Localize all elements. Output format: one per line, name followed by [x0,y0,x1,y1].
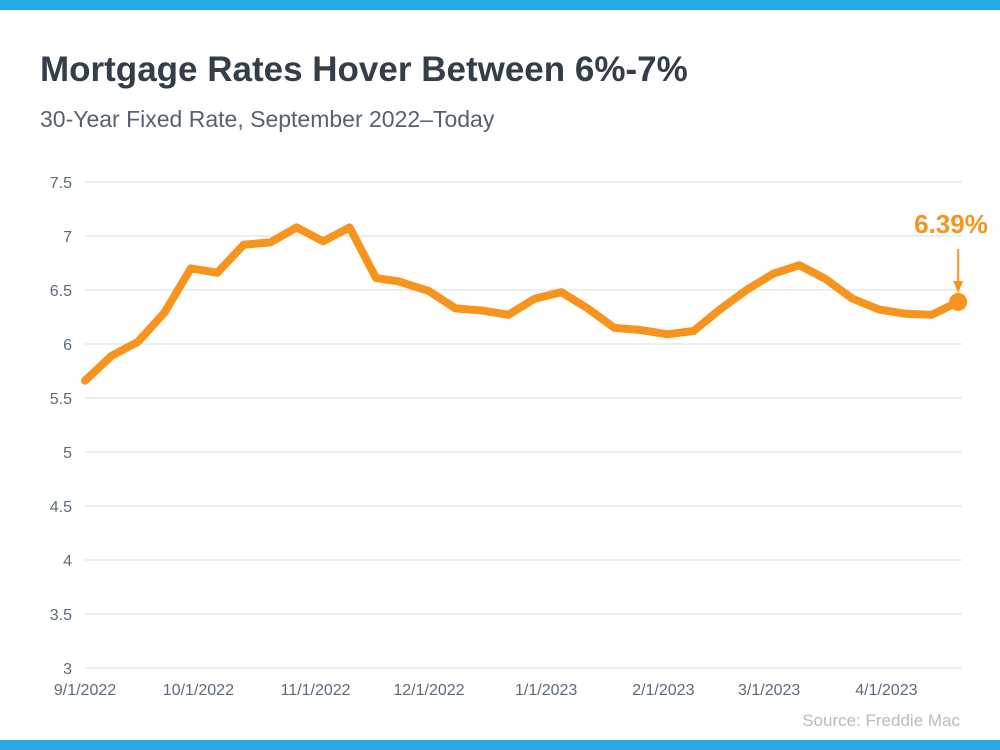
top-accent-bar [0,0,1000,10]
y-tick-label: 7.5 [50,175,72,192]
rate-annotation-label: 6.39% [914,209,988,239]
x-axis-labels: 9/1/2022 10/1/2022 11/1/2022 12/1/2022 1/1/2… [54,682,918,699]
y-tick-label: 7 [63,229,72,246]
x-tick-label: 4/1/2023 [855,682,917,699]
y-tick-label: 3 [63,661,72,678]
annotation-arrowhead [953,281,964,293]
gridlines [85,181,962,669]
source-label: Source: Freddie Mac [802,711,960,730]
x-tick-label: 11/1/2022 [281,682,351,699]
annotation-group: 6.39% [914,209,988,293]
y-tick-label: 4 [63,553,72,570]
end-point-dot [949,292,968,311]
bottom-accent-bar [0,740,1000,750]
x-tick-label: 1/1/2023 [515,682,577,699]
y-tick-label: 6 [63,337,72,354]
rate-line-series [81,223,968,385]
page-title: Mortgage Rates Hover Between 6%-7% [40,50,688,89]
y-tick-label: 3.5 [50,607,72,624]
y-tick-label: 5 [63,445,72,462]
y-tick-label: 4.5 [50,499,72,516]
y-axis-labels: 3 3.5 4 4.5 5 5.5 6 6.5 7 7.5 [50,175,72,678]
page-subtitle: 30-Year Fixed Rate, September 2022–Today [40,106,495,132]
rate-line [81,223,963,385]
x-tick-label: 9/1/2022 [54,682,116,699]
x-tick-label: 3/1/2023 [738,682,800,699]
y-tick-label: 6.5 [50,283,72,300]
x-tick-label: 12/1/2022 [393,682,464,699]
x-tick-label: 2/1/2023 [632,682,694,699]
y-tick-label: 5.5 [50,391,72,408]
x-tick-label: 10/1/2022 [163,682,234,699]
